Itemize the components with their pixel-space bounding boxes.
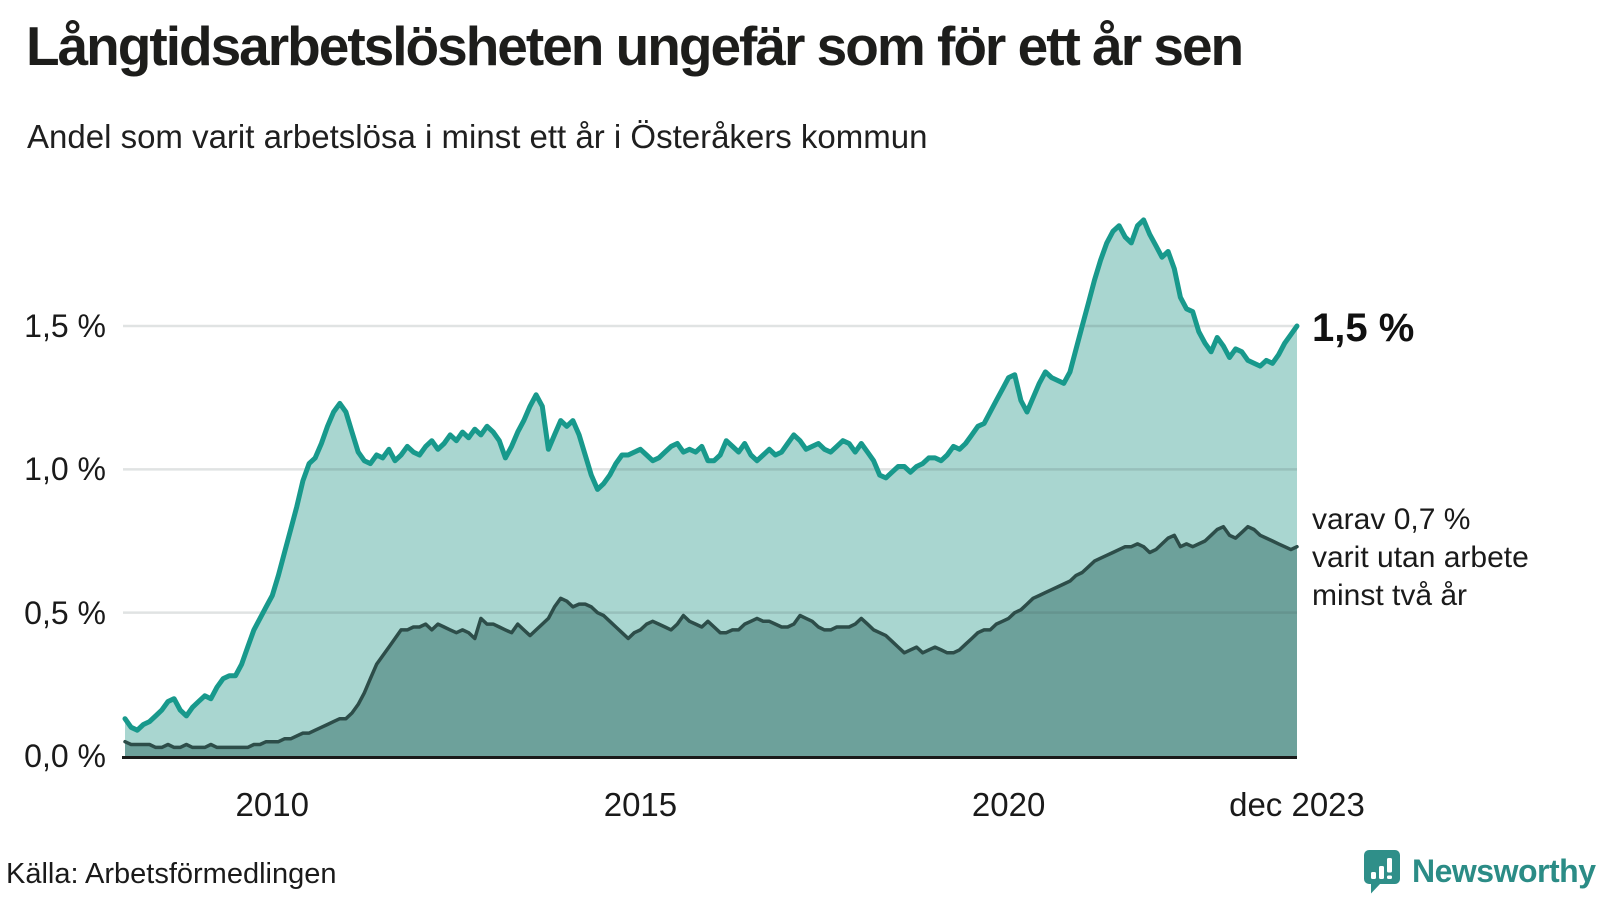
page-title: Långtidsarbetslösheten ungefär som för e… [26,15,1244,77]
newsworthy-logo: Newsworthy [1362,848,1596,895]
secondary-series-annotation: varav 0,7 % varit utan arbete minst två … [1312,501,1529,615]
x-axis-label: 2010 [235,786,309,823]
page-subtitle: Andel som varit arbetslösa i minst ett å… [27,118,928,155]
source-attribution: Källa: Arbetsförmedlingen [6,858,337,890]
newsworthy-wordmark: Newsworthy [1412,853,1596,889]
y-axis-label: 1,5 % [24,307,106,344]
x-axis-label: 2015 [603,786,678,823]
x-axis-label: dec 2023 [1229,786,1365,823]
x-axis-label: 2020 [971,786,1046,823]
secondary-annotation-line: varav 0,7 % [1312,503,1471,536]
secondary-annotation-line: minst två år [1312,579,1468,612]
y-axis-label: 0,5 % [24,594,106,631]
y-axis-label: 0,0 % [24,738,106,774]
y-axis-label: 1,0 % [24,451,106,488]
newsworthy-speech-bubble-chart-icon [1364,850,1400,894]
secondary-annotation-line: varit utan arbete [1312,541,1529,574]
latest-value-annotation: 1,5 % [1312,306,1415,350]
